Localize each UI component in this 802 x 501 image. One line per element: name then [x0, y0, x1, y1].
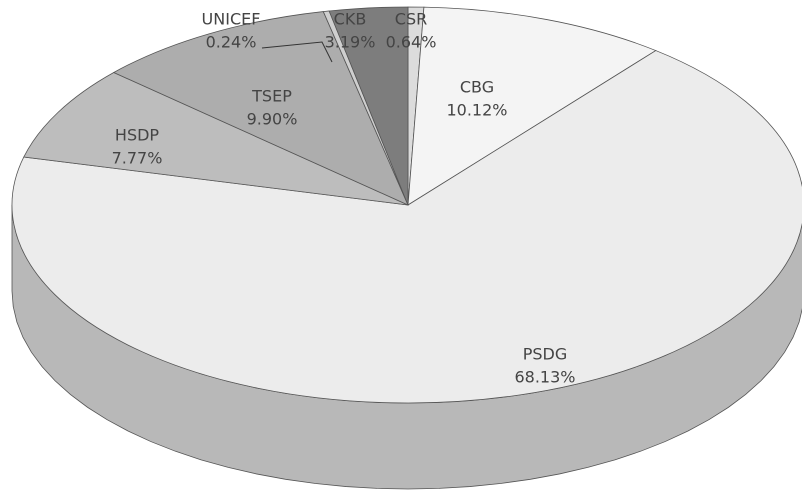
slice-label-value: 7.77%: [112, 149, 163, 168]
slice: [23, 72, 409, 206]
leader-line: [261, 41, 333, 63]
slice: [112, 11, 409, 206]
slice-label-name: TSEP: [251, 87, 292, 106]
slice: [407, 6, 657, 206]
slice: [11, 50, 802, 404]
slice-label-value: 3.19%: [325, 33, 376, 52]
slice-label-name: CKB: [334, 10, 367, 29]
slice-label-value: 10.12%: [446, 101, 507, 120]
slice-label-name: CSR: [395, 10, 427, 29]
slice-label-name: PSDG: [523, 345, 568, 364]
slice-label-value: 68.13%: [514, 368, 575, 387]
slice-label-value: 0.24%: [206, 33, 257, 52]
slice-label-value: 9.90%: [247, 110, 298, 129]
slice: [328, 6, 409, 206]
slice-label-name: UNICEF: [202, 10, 261, 29]
slice-label-name: CBG: [460, 78, 494, 97]
slice-label-value: 0.64%: [386, 33, 437, 52]
slice-label-name: HSDP: [115, 126, 160, 145]
